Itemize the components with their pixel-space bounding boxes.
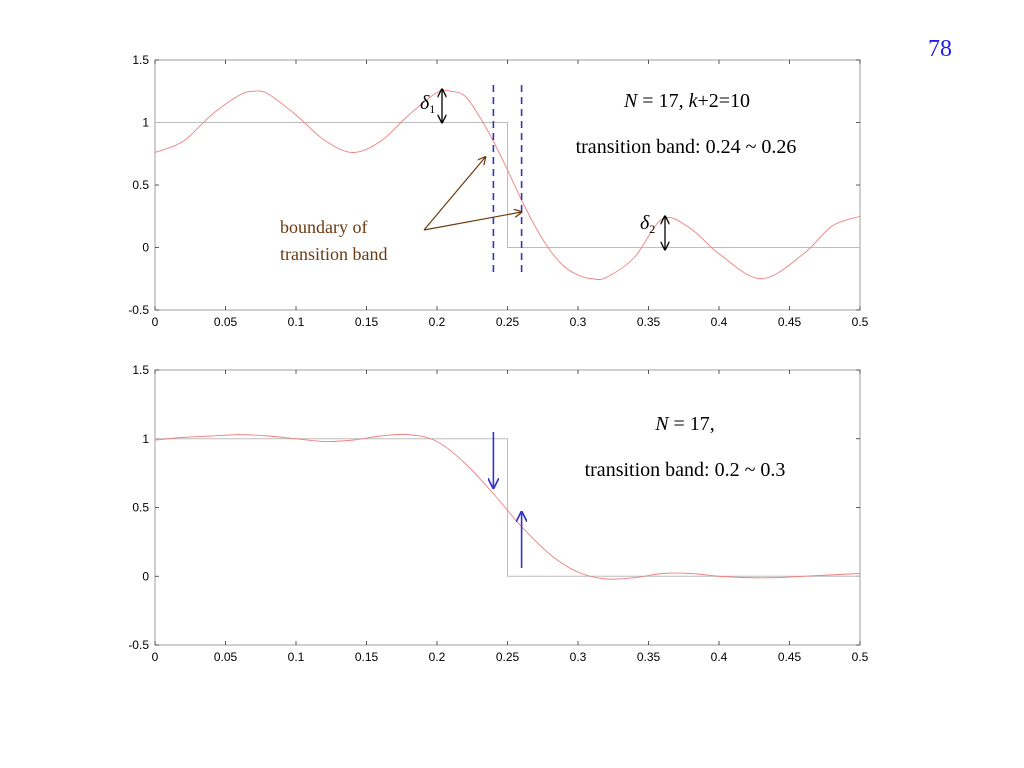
boundary-label-line1: boundary of: [280, 217, 367, 237]
x-tick-label: 0.35: [637, 650, 661, 664]
chart-top-annotations: N = 17, k+2=10 transition band: 0.24 ~ 0…: [280, 89, 796, 264]
x-tick-label: 0.25: [496, 650, 520, 664]
y-tick-label: -0.5: [128, 638, 149, 652]
x-tick-label: 0.1: [288, 650, 305, 664]
x-tick-label: 0.45: [778, 650, 802, 664]
x-tick-label: 0.2: [429, 650, 446, 664]
x-tick-label: 0.15: [355, 315, 379, 329]
x-tick-label: 0.15: [355, 650, 379, 664]
chart-bottom-annotations: N = 17, transition band: 0.2 ~ 0.3: [493, 413, 785, 568]
delta2-symbol: δ2: [640, 212, 655, 236]
x-tick-label: 0: [152, 315, 159, 329]
x-tick-label: 0.5: [852, 650, 869, 664]
frequency-response-line: [154, 89, 861, 281]
x-tick-label: 0.4: [711, 315, 728, 329]
boundary-arrow: [423, 157, 485, 231]
y-tick-label: 0.5: [132, 178, 149, 192]
x-tick-label: 0.1: [288, 315, 305, 329]
page-number: 78: [928, 36, 952, 62]
y-tick-label: 1: [142, 116, 149, 130]
x-tick-label: 0.5: [852, 315, 869, 329]
x-tick-label: 0.45: [778, 315, 802, 329]
chart-bottom-axes: 0 0.05 0.1 0.15 0.2 0.25 0.3 0.35 0.4 0.45 0.5 1.5 1…: [128, 363, 868, 664]
y-tick-label: 1.5: [132, 53, 149, 67]
chart-top-title-line1: N = 17, k+2=10: [623, 90, 750, 112]
chart-bottom-series: [154, 433, 861, 580]
x-tick-label: 0.35: [637, 315, 661, 329]
chart-top-axes: 0 0.05 0.1 0.15 0.2 0.25 0.3 0.35 0.4 0.45 0.5 1.5 1…: [128, 53, 868, 329]
x-tick-label: 0.25: [496, 315, 520, 329]
boundary-label-line2: transition band: [280, 244, 387, 264]
y-tick-label: 0: [142, 569, 149, 583]
delta1-symbol: δ1: [420, 92, 435, 116]
ideal-lowpass-line: [155, 122, 860, 248]
y-tick-label: 0.5: [132, 501, 149, 515]
y-tick-label: -0.5: [128, 303, 149, 317]
x-tick-label: 0.05: [214, 315, 238, 329]
x-tick-label: 0.2: [429, 315, 446, 329]
chart-bottom-title-line1: N = 17,: [654, 413, 715, 435]
x-tick-label: 0.05: [214, 650, 238, 664]
chart-bottom-title-line2: transition band: 0.2 ~ 0.3: [585, 459, 786, 481]
frequency-response-line: [154, 433, 861, 580]
boundary-arrow: [423, 212, 522, 231]
ideal-lowpass-line: [155, 438, 860, 577]
x-tick-label: 0.3: [570, 315, 587, 329]
y-tick-label: 0: [142, 241, 149, 255]
x-tick-label: 0: [152, 650, 159, 664]
chart-top-title-line2: transition band: 0.24 ~ 0.26: [576, 136, 797, 158]
y-tick-label: 1: [142, 432, 149, 446]
chart-top-series: [154, 85, 861, 281]
y-tick-label: 1.5: [132, 363, 149, 377]
x-tick-label: 0.4: [711, 650, 728, 664]
x-tick-label: 0.3: [570, 650, 587, 664]
